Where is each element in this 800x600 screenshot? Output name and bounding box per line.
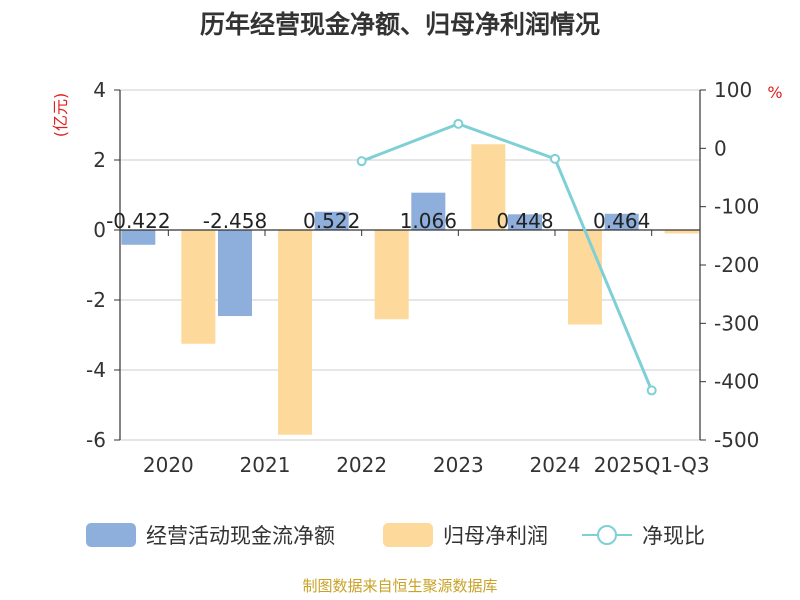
right-tick-label: 0 — [714, 136, 727, 160]
ratio-point — [646, 385, 657, 396]
cashflow-data-label: 0.448 — [496, 209, 553, 233]
left-tick-label: 4 — [93, 78, 106, 102]
net-profit-bar — [278, 230, 312, 435]
category-label: 2023 — [433, 453, 484, 477]
net-profit-bar — [374, 230, 409, 320]
category-label: 2020 — [143, 453, 194, 477]
legend-label-ratio: 净现比 — [642, 524, 705, 548]
cashflow-bar — [604, 213, 639, 230]
cashflow-bar — [218, 230, 252, 317]
right-tick-label: 100 — [714, 78, 752, 102]
legend-label-net-profit: 归母净利润 — [443, 524, 548, 548]
category-label: 2024 — [530, 453, 581, 477]
legend-marker-ratio — [597, 525, 617, 545]
left-tick-label: -2 — [86, 288, 106, 312]
right-tick-label: -300 — [714, 311, 759, 335]
right-tick-label: -500 — [714, 428, 759, 452]
right-tick-label: -400 — [714, 370, 759, 394]
left-axis-unit: (亿元) — [51, 93, 70, 138]
chart-title: 历年经营现金净额、归母净利润情况 — [200, 10, 600, 39]
legend-swatch-cashflow — [86, 523, 136, 547]
category-label: 2022 — [336, 453, 387, 477]
left-tick-label: 2 — [93, 148, 106, 172]
legend: 经营活动现金流净额 归母净利润 净现比 — [86, 523, 705, 548]
right-axis-unit: % — [767, 83, 782, 102]
bar-marks — [121, 144, 699, 435]
right-tick-label: -200 — [714, 253, 759, 277]
cashflow-data-label: -0.422 — [106, 209, 170, 233]
cashflow-bar — [121, 230, 156, 245]
left-tick-label: 0 — [93, 218, 106, 242]
category-label: 2021 — [240, 453, 291, 477]
net-profit-bar — [664, 230, 699, 234]
cashflow-data-label: -2.458 — [203, 209, 267, 233]
ratio-line — [356, 118, 657, 396]
legend-swatch-net-profit — [383, 523, 433, 547]
cashflow-data-label: 0.464 — [593, 209, 650, 233]
cashflow-data-label: 1.066 — [400, 209, 457, 233]
ratio-point — [550, 153, 560, 164]
left-tick-label: -4 — [86, 358, 106, 382]
category-label: 2025Q1-Q3 — [594, 453, 710, 477]
net-profit-bar — [471, 144, 506, 230]
source-note: 制图数据来自恒生聚源数据库 — [302, 577, 497, 595]
data-labels: -0.422 -2.458 0.522 1.066 0.448 0.464 — [106, 209, 650, 233]
axes: 4 2 0 -2 -4 -6 100 0 -100 -200 -300 -400 -500 2020 202… — [86, 78, 759, 477]
grid-lines — [120, 89, 700, 441]
ratio-point — [356, 156, 367, 167]
cashflow-bar — [508, 214, 542, 230]
cashflow-data-label: 0.522 — [303, 209, 360, 233]
ratio-point — [453, 118, 464, 129]
cashflow-bar — [314, 211, 349, 230]
net-profit-bar — [568, 230, 602, 325]
right-tick-label: -100 — [714, 195, 759, 219]
cashflow-bar — [411, 192, 446, 230]
net-profit-bar — [181, 230, 216, 344]
left-tick-label: -6 — [86, 428, 106, 452]
legend-label-cashflow: 经营活动现金流净额 — [146, 524, 335, 548]
ratio-line-path — [361, 122, 654, 391]
